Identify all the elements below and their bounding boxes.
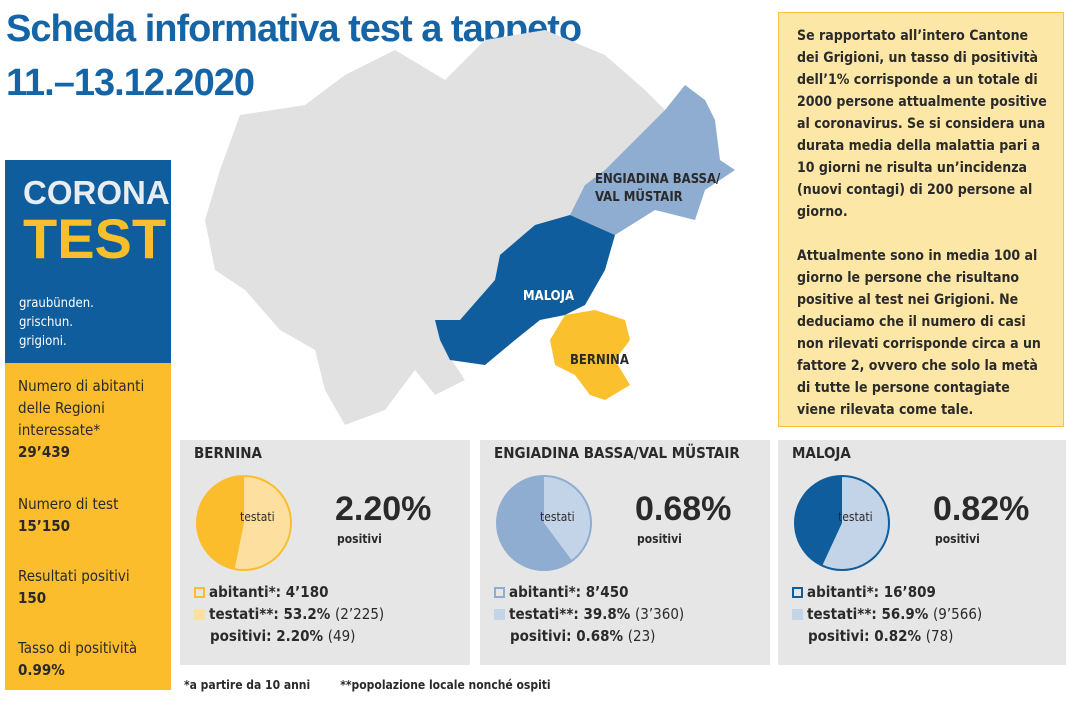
legend-positivi: positivi: 0.68% (23) bbox=[510, 625, 655, 647]
legend-count: (23) bbox=[627, 627, 656, 645]
legend-value: 53.2% bbox=[283, 605, 331, 623]
tested-pie-chart bbox=[794, 475, 890, 571]
map-label-engiadina: ENGIADINA BASSA/VAL MÜSTAIR bbox=[595, 172, 721, 205]
pie-label: testati bbox=[838, 510, 873, 524]
legend-testati: testati**: 39.8% (3’360) bbox=[494, 603, 684, 625]
legend-abitanti: abitanti*: 4’180 bbox=[194, 581, 328, 603]
info-note: Se rapportato all’intero Cantone dei Gri… bbox=[778, 12, 1064, 427]
stat-tests: Numero di test 15’150 bbox=[18, 493, 118, 537]
tested-pie-chart bbox=[196, 475, 292, 571]
pie-label: testati bbox=[240, 510, 275, 524]
legend-swatch-outline bbox=[194, 587, 205, 598]
legend-label: positivi: bbox=[808, 627, 870, 645]
footnotes: *a partire da 10 anni **popolazione loca… bbox=[184, 678, 551, 692]
stat-positive: Resultati positivi 150 bbox=[18, 565, 130, 609]
legend-value: 2.20% bbox=[276, 627, 324, 645]
legend-swatch-outline bbox=[792, 587, 803, 598]
corona-test-logo: CORONA TEST graubünden. grischun. grigio… bbox=[5, 160, 171, 363]
legend-swatch-filled bbox=[792, 609, 803, 620]
logo-corona: CORONA bbox=[23, 174, 170, 211]
date-range: 11.–13.12.2020 bbox=[6, 62, 255, 104]
tagline-2: grischun. bbox=[19, 315, 73, 330]
positivity-value: 0.82% bbox=[933, 490, 1030, 528]
tested-pie-chart bbox=[496, 475, 592, 571]
footnote-2: **popolazione locale nonché ospiti bbox=[340, 678, 551, 692]
legend-swatch-filled bbox=[494, 609, 505, 620]
legend-label: positivi: bbox=[210, 627, 272, 645]
legend-count: (3’360) bbox=[635, 605, 685, 623]
pie-slice-tested bbox=[234, 477, 290, 569]
legend-testati: testati**: 56.9% (9’566) bbox=[792, 603, 982, 625]
legend-testati: testati**: 53.2% (2’225) bbox=[194, 603, 384, 625]
legend-label: abitanti*: bbox=[509, 583, 582, 601]
positivity-label: positivi bbox=[337, 532, 382, 546]
stat-value: 0.99% bbox=[18, 661, 65, 679]
legend-value: 56.9% bbox=[881, 605, 929, 623]
region-panel-1: BERNINA testati 2.20% positivi abitanti*… bbox=[180, 440, 470, 665]
map-bernina bbox=[550, 310, 630, 400]
stat-label: Resultati positivi bbox=[18, 567, 130, 585]
map-rest-of-canton bbox=[205, 30, 665, 425]
stat-value: 15’150 bbox=[18, 517, 71, 535]
note-paragraph-1: Se rapportato all’intero Cantone dei Gri… bbox=[797, 28, 1047, 220]
legend-label: testati**: bbox=[209, 605, 279, 623]
region-panel-2: ENGIADINA BASSA/VAL MÜSTAIR testati 0.68… bbox=[480, 440, 770, 665]
stat-value: 150 bbox=[18, 589, 47, 607]
positivity-value: 0.68% bbox=[635, 490, 732, 528]
logo-test: TEST bbox=[23, 207, 167, 270]
footnote-1: *a partire da 10 anni bbox=[184, 678, 311, 692]
stat-label: Numero di test bbox=[18, 495, 119, 513]
tagline-1: graubünden. bbox=[19, 296, 94, 311]
legend-value: 0.68% bbox=[576, 627, 624, 645]
legend-value: 39.8% bbox=[583, 605, 631, 623]
tagline-3: grigioni. bbox=[19, 334, 67, 349]
legend-label: abitanti*: bbox=[807, 583, 880, 601]
legend-abitanti: abitanti*: 16’809 bbox=[792, 581, 936, 603]
legend-value: 8’450 bbox=[585, 583, 629, 601]
legend-label: testati**: bbox=[807, 605, 877, 623]
logo-tagline: graubünden. grischun. grigioni. bbox=[19, 294, 94, 351]
region-panel-3: MALOJA testati 0.82% positivi abitanti*:… bbox=[778, 440, 1066, 665]
positivity-label: positivi bbox=[637, 532, 682, 546]
region-map: ENGIADINA BASSA/VAL MÜSTAIR MALOJA BERNI… bbox=[205, 30, 735, 425]
summary-stats: Numero di abitanti delle Regioni interes… bbox=[5, 363, 171, 690]
pie-slice-tested bbox=[544, 477, 590, 560]
stat-value: 29’439 bbox=[18, 443, 71, 461]
stat-label: Tasso di positività bbox=[18, 639, 138, 657]
pie-label: testati bbox=[540, 510, 575, 524]
region-name: MALOJA bbox=[792, 444, 851, 462]
legend-count: (9’566) bbox=[933, 605, 983, 623]
map-label-bernina: BERNINA bbox=[570, 353, 629, 368]
legend-count: (49) bbox=[327, 627, 356, 645]
map-engiadina-bassa bbox=[570, 85, 735, 235]
legend-value: 16’809 bbox=[883, 583, 936, 601]
legend-value: 0.82% bbox=[874, 627, 922, 645]
legend-value: 4’180 bbox=[285, 583, 329, 601]
legend-label: abitanti*: bbox=[209, 583, 282, 601]
pie-slice-tested bbox=[822, 477, 888, 569]
stat-inhabitants: Numero di abitanti delle Regioni interes… bbox=[18, 375, 168, 463]
legend-label: testati**: bbox=[509, 605, 579, 623]
legend-swatch-filled bbox=[194, 609, 205, 620]
legend-swatch-outline bbox=[494, 587, 505, 598]
region-name: BERNINA bbox=[194, 444, 262, 462]
positivity-label: positivi bbox=[935, 532, 980, 546]
stat-positivity-rate: Tasso di positività 0.99% bbox=[18, 637, 137, 681]
legend-count: (78) bbox=[925, 627, 954, 645]
note-paragraph-2: Attualmente sono in media 100 al giorno … bbox=[797, 248, 1041, 418]
stat-label: Numero di abitanti delle Regioni interes… bbox=[18, 377, 145, 439]
legend-positivi: positivi: 0.82% (78) bbox=[808, 625, 953, 647]
legend-positivi: positivi: 2.20% (49) bbox=[210, 625, 355, 647]
legend-label: positivi: bbox=[510, 627, 572, 645]
map-maloja bbox=[435, 215, 615, 365]
legend-abitanti: abitanti*: 8’450 bbox=[494, 581, 628, 603]
map-label-maloja: MALOJA bbox=[523, 289, 574, 304]
positivity-value: 2.20% bbox=[335, 490, 432, 528]
region-name: ENGIADINA BASSA/VAL MÜSTAIR bbox=[494, 444, 740, 462]
legend-count: (2’225) bbox=[335, 605, 385, 623]
